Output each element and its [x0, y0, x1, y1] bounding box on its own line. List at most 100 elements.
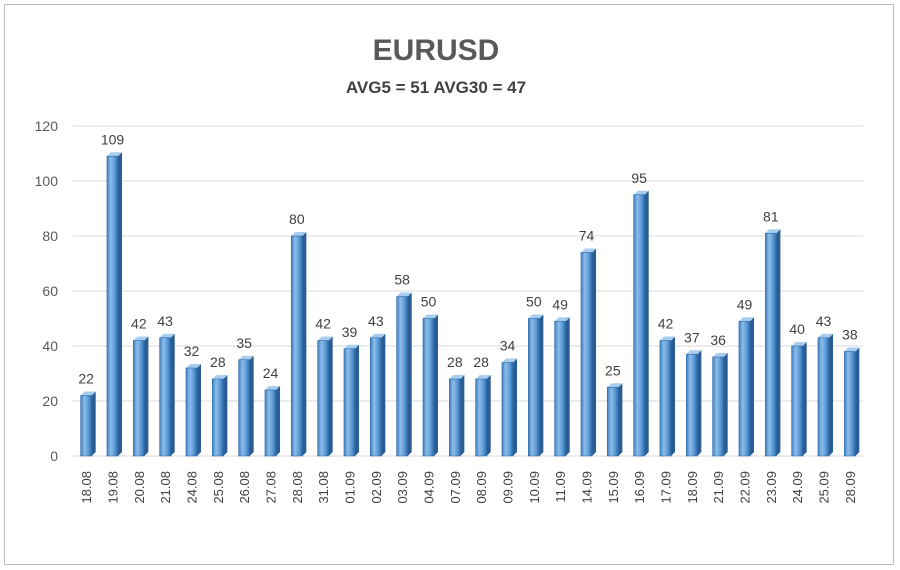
x-tick-label: 25.09 [817, 471, 832, 504]
bar-top [133, 336, 149, 341]
x-tick-label: 28.08 [290, 471, 305, 504]
bar-front [554, 320, 566, 457]
x-tick-label: 17.09 [659, 471, 674, 504]
data-labels: 22 109 42 43 32 28 35 24 80 42 39 43 58 50 28 28 34 50 49 7… [78, 131, 857, 386]
bar-top [817, 333, 834, 338]
bar [791, 342, 807, 457]
data-label: 42 [658, 316, 674, 332]
x-tick-label: 04.09 [422, 471, 437, 504]
bar [844, 347, 860, 457]
bar-side [434, 314, 439, 456]
y-tick-label: 40 [42, 338, 58, 354]
x-tick-label: 15.09 [606, 471, 621, 504]
bar-side [855, 347, 860, 456]
bar-top [185, 364, 202, 368]
data-label: 74 [579, 228, 595, 244]
bar [712, 353, 728, 457]
bar-top [317, 336, 333, 341]
bar-side [750, 317, 755, 456]
bar-top [607, 383, 623, 388]
bar-top [449, 375, 465, 379]
data-label: 109 [101, 131, 125, 147]
data-label: 28 [473, 354, 489, 370]
bar-chart: EURUSD AVG5 = 51 AVG30 = 47 0 20 40 60 80 100… [35, 34, 863, 504]
bar-side [592, 248, 597, 456]
data-label: 42 [315, 316, 331, 332]
bar-top [370, 333, 386, 338]
bar-top [712, 353, 728, 357]
data-label: 80 [289, 211, 305, 227]
chart-title: EURUSD [373, 34, 500, 67]
bar-side [486, 375, 491, 456]
bar-side [302, 232, 307, 456]
x-tick-label: 26.08 [237, 471, 252, 504]
bar-front [396, 296, 408, 457]
y-tick-label: 100 [35, 173, 59, 189]
bar-front [817, 337, 830, 457]
x-tick-label: 25.08 [211, 471, 226, 504]
bar-top [501, 358, 518, 363]
data-label: 24 [263, 365, 279, 381]
bar-side [539, 314, 544, 456]
data-label: 43 [816, 313, 832, 329]
bar-top [765, 229, 781, 234]
bar-front [159, 337, 171, 457]
data-label: 35 [236, 335, 252, 351]
bar-side [644, 190, 649, 456]
bar-top [791, 342, 807, 346]
data-label: 50 [421, 294, 437, 310]
bar-front [791, 345, 803, 457]
bar-front [528, 318, 540, 457]
bar-side [513, 358, 518, 456]
bar [212, 375, 228, 457]
x-tick-label: 21.09 [711, 471, 726, 504]
x-tick-label: 18.08 [79, 471, 94, 504]
data-label: 22 [78, 371, 94, 387]
bar-top [580, 248, 597, 253]
bar-front [291, 235, 303, 457]
bar-top [844, 347, 860, 352]
data-label: 81 [763, 208, 779, 224]
bar-top [659, 336, 676, 341]
bar-side [355, 344, 360, 456]
y-tick-label: 60 [42, 283, 58, 299]
bar-side [829, 333, 834, 456]
bar-front [633, 194, 645, 457]
x-tick-label: 14.09 [580, 471, 595, 504]
data-label: 95 [631, 170, 647, 186]
x-tick-label: 24.08 [185, 471, 200, 504]
data-label: 39 [342, 324, 358, 340]
bar-side [328, 336, 333, 456]
data-label: 58 [394, 272, 410, 288]
bar-top [633, 190, 649, 195]
bar [238, 355, 254, 457]
data-label: 38 [842, 327, 858, 343]
x-tick-label: 23.09 [764, 471, 779, 504]
bar-side [144, 336, 149, 456]
bar-front [80, 395, 92, 457]
x-tick-label: 22.09 [738, 471, 753, 504]
x-tick-label: 16.09 [632, 471, 647, 504]
bar-front [370, 337, 382, 457]
data-label: 34 [500, 338, 516, 354]
y-tick-label: 80 [42, 228, 58, 244]
bar-top [475, 375, 491, 379]
bar-side [197, 364, 202, 456]
bar-top [396, 292, 412, 297]
bar [80, 391, 96, 457]
bar-top [343, 344, 360, 349]
bar-side [223, 375, 228, 456]
bar-top [686, 350, 702, 355]
bar-front [317, 340, 329, 457]
bar [475, 375, 491, 457]
bar [396, 292, 412, 457]
bar-side [118, 152, 123, 456]
bar [449, 375, 465, 457]
bar-side [91, 391, 96, 456]
x-tick-label: 01.09 [343, 471, 358, 504]
bar-top [238, 355, 254, 360]
x-tick-label: 20.08 [132, 471, 147, 504]
bar-front [580, 252, 593, 457]
bar [554, 317, 570, 457]
bar-front [607, 386, 619, 457]
